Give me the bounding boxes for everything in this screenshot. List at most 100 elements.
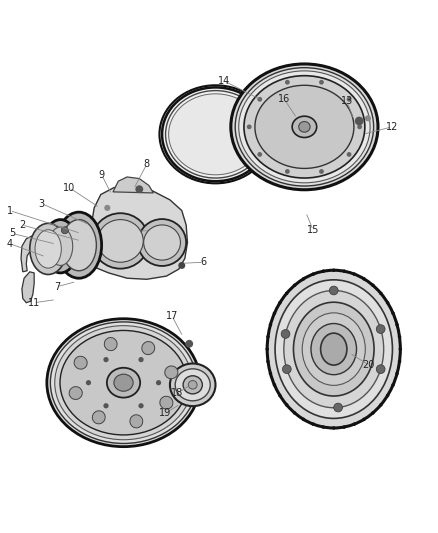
Circle shape xyxy=(332,269,336,272)
Circle shape xyxy=(386,301,389,304)
Ellipse shape xyxy=(30,223,67,274)
Circle shape xyxy=(258,152,262,157)
Circle shape xyxy=(266,335,270,338)
Circle shape xyxy=(103,403,109,408)
Text: 18: 18 xyxy=(171,389,184,398)
Circle shape xyxy=(346,97,351,102)
Circle shape xyxy=(319,80,324,85)
Text: 2: 2 xyxy=(19,220,25,230)
Ellipse shape xyxy=(284,290,384,408)
Ellipse shape xyxy=(159,85,272,183)
Ellipse shape xyxy=(267,270,400,428)
Text: 14: 14 xyxy=(218,76,230,86)
Circle shape xyxy=(371,284,374,287)
Circle shape xyxy=(391,383,395,386)
Circle shape xyxy=(379,292,382,295)
Circle shape xyxy=(138,357,144,362)
Text: 8: 8 xyxy=(144,159,150,169)
Text: 11: 11 xyxy=(28,298,40,308)
Text: 3: 3 xyxy=(39,199,45,208)
Ellipse shape xyxy=(48,227,73,265)
Text: 12: 12 xyxy=(386,122,398,132)
Circle shape xyxy=(185,340,193,348)
Ellipse shape xyxy=(47,319,200,447)
Text: 10: 10 xyxy=(63,183,75,192)
Ellipse shape xyxy=(321,333,347,365)
Circle shape xyxy=(285,403,289,407)
Circle shape xyxy=(321,425,325,429)
Ellipse shape xyxy=(69,386,82,399)
Circle shape xyxy=(376,325,385,334)
Circle shape xyxy=(343,425,346,429)
Text: 7: 7 xyxy=(54,282,60,292)
Circle shape xyxy=(273,383,276,386)
Ellipse shape xyxy=(231,64,378,190)
Circle shape xyxy=(268,323,272,327)
Ellipse shape xyxy=(56,212,102,278)
Circle shape xyxy=(311,422,315,426)
Ellipse shape xyxy=(74,356,87,369)
Circle shape xyxy=(321,270,325,273)
Circle shape xyxy=(343,270,346,273)
Ellipse shape xyxy=(165,366,178,379)
Text: 13: 13 xyxy=(341,96,353,106)
Ellipse shape xyxy=(50,322,197,443)
Circle shape xyxy=(311,272,315,276)
Circle shape xyxy=(268,372,272,375)
Ellipse shape xyxy=(275,280,392,418)
Circle shape xyxy=(285,80,290,85)
Ellipse shape xyxy=(302,313,365,385)
Text: 16: 16 xyxy=(278,94,290,103)
Ellipse shape xyxy=(98,220,143,262)
Ellipse shape xyxy=(292,116,317,138)
Circle shape xyxy=(399,348,402,351)
Circle shape xyxy=(285,292,289,295)
Circle shape xyxy=(273,312,276,315)
Circle shape xyxy=(281,329,290,338)
Ellipse shape xyxy=(160,396,173,409)
Circle shape xyxy=(391,312,395,315)
Ellipse shape xyxy=(35,230,61,268)
Circle shape xyxy=(247,124,251,130)
Circle shape xyxy=(302,277,305,280)
Ellipse shape xyxy=(142,342,155,354)
Ellipse shape xyxy=(299,122,310,132)
Circle shape xyxy=(371,411,374,415)
Circle shape xyxy=(376,365,385,374)
Ellipse shape xyxy=(144,225,180,260)
Circle shape xyxy=(178,262,185,269)
Circle shape xyxy=(379,403,382,407)
Ellipse shape xyxy=(235,68,374,186)
Ellipse shape xyxy=(138,219,186,266)
Circle shape xyxy=(278,301,282,304)
Circle shape xyxy=(258,97,262,102)
Circle shape xyxy=(61,227,68,234)
Circle shape xyxy=(332,426,336,430)
Circle shape xyxy=(103,357,109,362)
Ellipse shape xyxy=(162,87,269,181)
Circle shape xyxy=(265,348,269,351)
Ellipse shape xyxy=(104,337,117,351)
Text: 6: 6 xyxy=(201,257,207,267)
Circle shape xyxy=(156,380,161,385)
Ellipse shape xyxy=(244,76,365,178)
Circle shape xyxy=(302,418,305,421)
Ellipse shape xyxy=(43,220,78,273)
Circle shape xyxy=(329,286,338,295)
Ellipse shape xyxy=(183,376,202,394)
Text: 1: 1 xyxy=(7,206,13,215)
Ellipse shape xyxy=(130,415,143,428)
Ellipse shape xyxy=(166,91,265,178)
Ellipse shape xyxy=(107,368,140,398)
Ellipse shape xyxy=(169,94,262,175)
Polygon shape xyxy=(21,236,72,272)
Circle shape xyxy=(386,394,389,397)
Ellipse shape xyxy=(61,220,96,271)
Circle shape xyxy=(266,360,270,363)
Ellipse shape xyxy=(188,381,197,389)
Circle shape xyxy=(346,152,351,157)
Circle shape xyxy=(293,284,297,287)
Ellipse shape xyxy=(255,85,354,168)
Circle shape xyxy=(353,272,356,276)
Polygon shape xyxy=(22,272,34,303)
